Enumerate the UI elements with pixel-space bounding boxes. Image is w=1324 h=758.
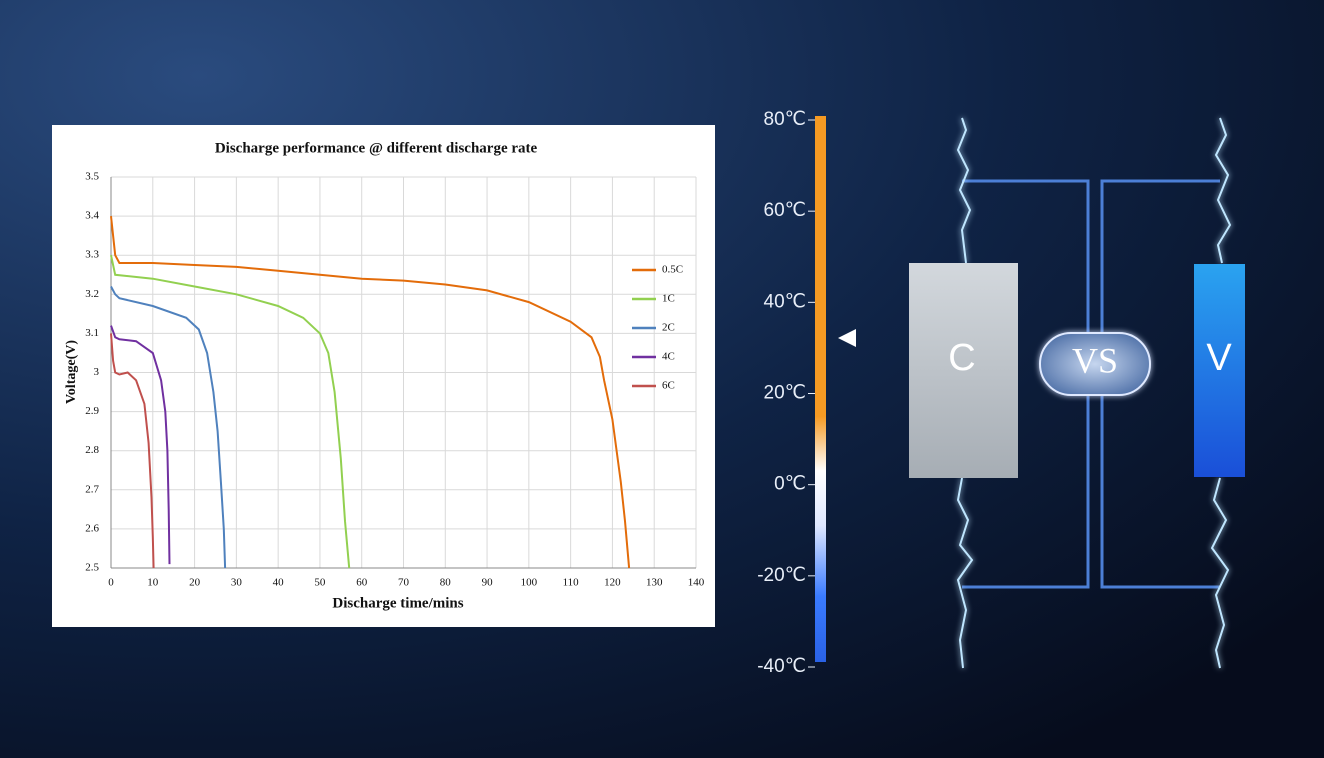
y-tick-label: 2.5: [85, 562, 99, 574]
x-tick-label: 120: [604, 577, 621, 589]
vs-badge: [1039, 332, 1151, 396]
chart-title: Discharge performance @ different discha…: [215, 140, 538, 156]
temperature-bar: [815, 116, 826, 662]
spark: [956, 477, 974, 669]
scale-label: -40℃: [757, 656, 806, 677]
data-line: [110, 286, 227, 569]
spark: [1210, 477, 1230, 669]
y-tick-label: 3.2: [85, 288, 99, 300]
x-tick-label: 10: [147, 577, 159, 589]
scale-label: 40℃: [764, 291, 806, 312]
left-label: C: [948, 337, 975, 379]
data-line: [110, 325, 171, 565]
x-tick-label: 0: [108, 577, 114, 589]
data-line: [110, 254, 351, 569]
y-tick-label: 2.8: [85, 444, 99, 456]
legend-label: 2C: [662, 322, 675, 334]
y-tick-label: 3.5: [85, 171, 99, 183]
x-tick-label: 100: [521, 577, 538, 589]
y-tick-label: 3: [94, 366, 100, 378]
spark: [956, 117, 972, 264]
capacitor-box: [909, 263, 1018, 478]
x-tick-label: 130: [646, 577, 663, 589]
x-tick-label: 140: [688, 577, 705, 589]
y-tick-label: 2.6: [85, 522, 99, 534]
legend-label: 0.5C: [662, 264, 683, 276]
y-tick-label: 3.3: [85, 249, 99, 261]
x-tick-label: 60: [356, 577, 368, 589]
vs-label: VS: [1072, 340, 1118, 380]
y-tick-label: 2.9: [85, 405, 99, 417]
x-tick-label: 40: [273, 577, 285, 589]
sparks: [956, 117, 1232, 669]
spark: [1214, 117, 1232, 264]
x-tick-label: 20: [189, 577, 201, 589]
scale-label: 20℃: [764, 383, 806, 404]
x-tick-label: 50: [314, 577, 326, 589]
scale-label: 80℃: [764, 109, 806, 130]
x-tick-label: 30: [231, 577, 243, 589]
x-tick-label: 110: [563, 577, 580, 589]
temperature-pointer: [838, 329, 856, 347]
data-line: [110, 333, 155, 569]
temperature-diagram: C VS V 80℃ 60℃ 40℃ 20℃ 0℃ -20℃ -40℃: [757, 109, 1245, 677]
chart: Discharge performance @ different discha…: [52, 125, 715, 627]
y-tick-label: 2.7: [85, 483, 99, 495]
data-line: [110, 215, 631, 569]
x-tick-label: 80: [440, 577, 452, 589]
legend-label: 6C: [662, 380, 675, 392]
chart-panel: [52, 125, 715, 627]
x-tick-label: 90: [482, 577, 494, 589]
y-tick-label: 3.1: [85, 327, 99, 339]
scale-label: -20℃: [757, 565, 806, 586]
x-tick-label: 70: [398, 577, 410, 589]
x-axis-label: Discharge time/mins: [332, 595, 463, 611]
battery-box: [1194, 264, 1245, 477]
legend-label: 4C: [662, 351, 675, 363]
y-tick-label: 3.4: [85, 210, 99, 222]
scale-label: 60℃: [764, 200, 806, 221]
scale-label: 0℃: [774, 474, 806, 495]
legend-label: 1C: [662, 293, 675, 305]
right-label: V: [1206, 337, 1232, 379]
y-axis-label: Voltage(V): [64, 340, 79, 404]
